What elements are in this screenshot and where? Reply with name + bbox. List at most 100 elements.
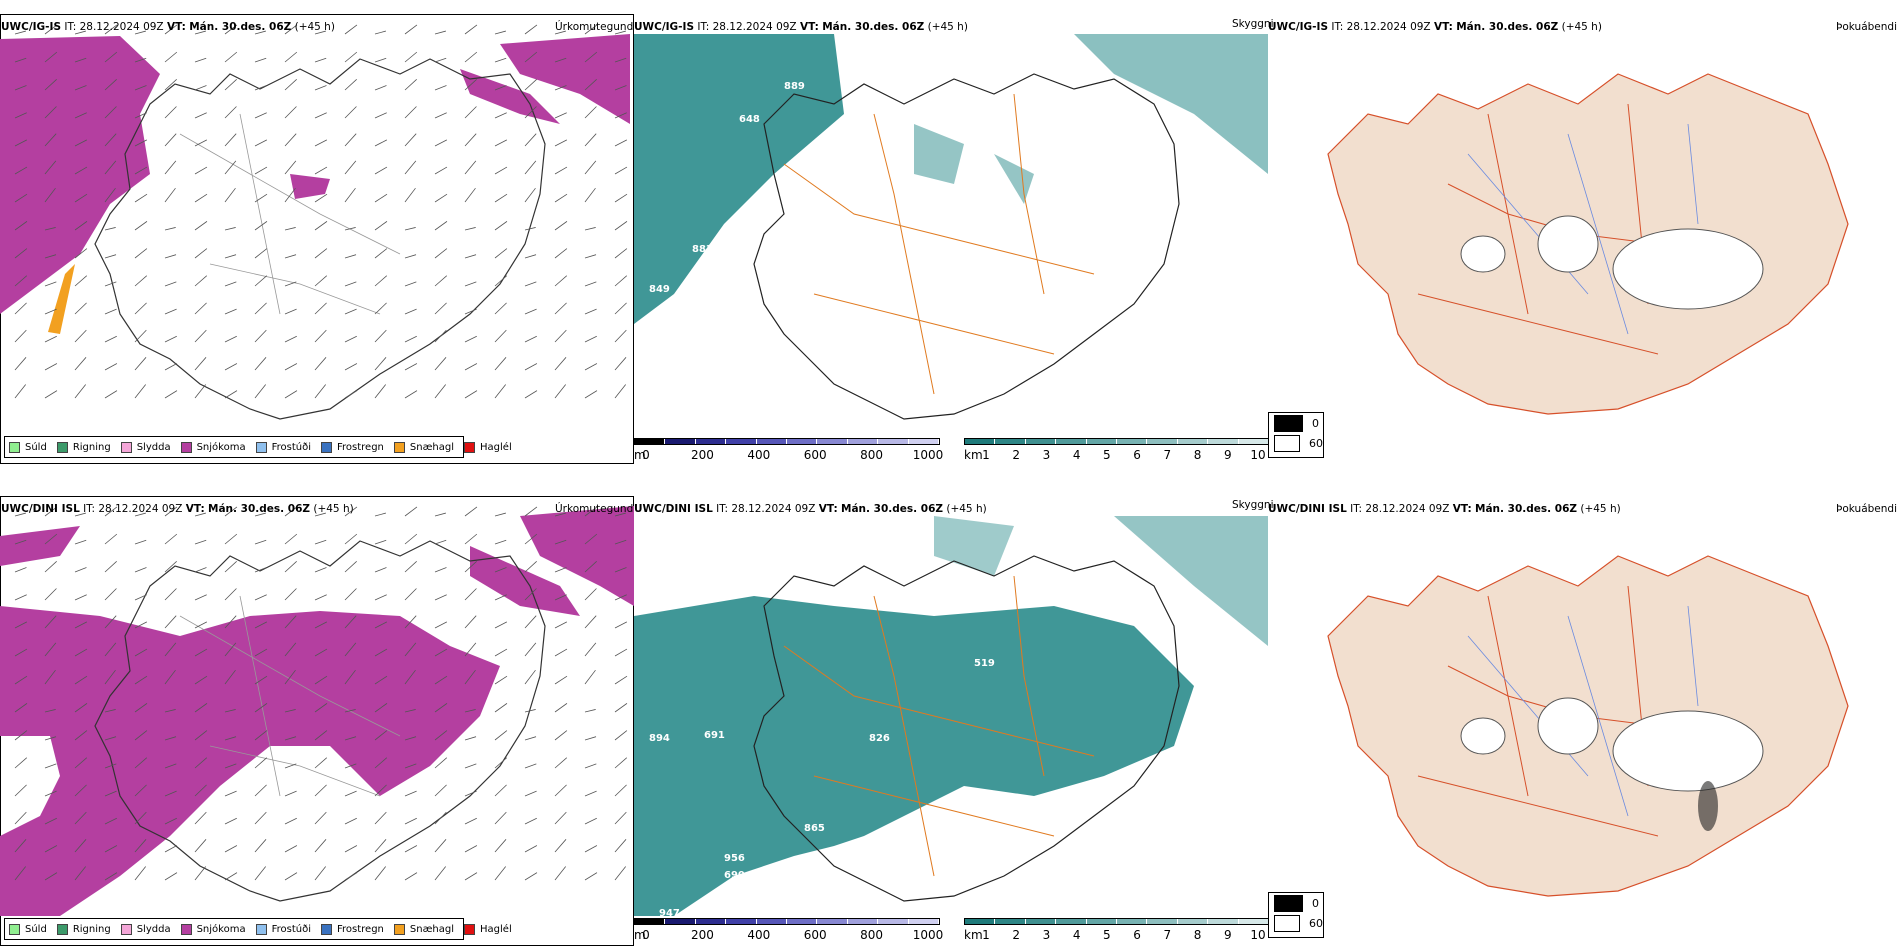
colorbar-tick: 1 — [982, 928, 990, 942]
wind-barb — [554, 539, 567, 545]
wind-barb — [344, 227, 356, 231]
wind-barb — [344, 363, 358, 371]
wind-barb — [224, 51, 238, 63]
wind-barb — [614, 784, 627, 797]
wind-barb — [554, 329, 567, 343]
wind-barb — [374, 30, 386, 35]
wind-barb — [314, 594, 327, 601]
wind-barb — [404, 790, 417, 797]
iceland-outline — [753, 73, 1180, 420]
wind-barb — [614, 193, 628, 203]
wind-barb — [494, 866, 507, 881]
wind-barb — [584, 817, 597, 825]
wind-barb — [44, 763, 57, 769]
wind-barb — [164, 51, 178, 63]
colorbar-step — [1238, 919, 1270, 924]
colorbar-step — [1238, 439, 1270, 444]
colorbar-step — [1208, 439, 1239, 444]
wind-barb — [254, 357, 267, 371]
wind-barb — [584, 24, 598, 35]
legend-label: Snæhagl — [409, 923, 455, 935]
legend-swatch — [321, 923, 332, 935]
wind-barb — [44, 561, 57, 573]
colorbar-tick: 10 — [1250, 928, 1266, 942]
wind-barb — [164, 561, 177, 573]
colorbar-tick: 10 — [1250, 448, 1266, 462]
colorbar-step — [995, 919, 1026, 924]
wind-barb — [404, 533, 418, 545]
ceiling-value-label: 971 — [659, 308, 680, 319]
wind-barb — [404, 254, 417, 259]
wind-barb — [224, 845, 238, 853]
legend-item-4: Frostúði — [255, 441, 311, 453]
wind-barb — [464, 187, 476, 203]
wind-barb — [134, 621, 148, 629]
wind-barb — [284, 281, 297, 287]
title-precip-bottom: Úrkomutegund — [555, 503, 634, 515]
wind-barb — [254, 30, 266, 35]
wind-barb — [74, 621, 88, 629]
wind-barb — [254, 594, 267, 601]
fog-panel-bottom — [1268, 516, 1900, 936]
wind-barb — [614, 57, 627, 63]
wind-barb — [134, 384, 147, 399]
wind-barb — [134, 30, 146, 35]
ceiling-value-label: 690 — [724, 870, 745, 881]
legend-item-2: Slydda — [120, 923, 171, 935]
wind-barb — [74, 384, 87, 399]
wind-barb — [44, 187, 56, 203]
colorbar-step — [878, 919, 909, 924]
wind-barb — [554, 193, 568, 203]
legend-swatch — [180, 923, 192, 935]
wind-barb — [44, 281, 57, 287]
wind-barb — [464, 763, 477, 769]
wind-barb — [284, 872, 298, 881]
title-ceiling-top: Skyggni — [1232, 18, 1274, 30]
wind-barb — [434, 30, 446, 35]
wind-barb — [374, 512, 386, 517]
colorbar-tick: 0 — [642, 928, 650, 942]
colorbar-step — [847, 919, 879, 924]
wind-barb — [74, 730, 88, 741]
wind-barb — [344, 506, 358, 517]
wind-barb — [584, 390, 598, 399]
legend-label: Slydda — [136, 441, 171, 453]
title-ceiling-bottom: Skyggni — [1232, 499, 1274, 511]
wind-barb — [284, 363, 298, 371]
wind-barb — [164, 845, 178, 853]
wind-barb — [284, 790, 297, 797]
legend-item-5: Frostregn — [321, 441, 384, 453]
wind-barb — [44, 533, 58, 545]
wind-barb — [164, 736, 177, 741]
wind-barb — [404, 79, 417, 91]
wind-barb — [554, 357, 567, 371]
wind-barb — [224, 588, 237, 601]
colorbar-step — [1056, 919, 1087, 924]
colorbar-step — [1086, 919, 1118, 924]
wind-barb — [194, 166, 208, 175]
wind-barb — [134, 85, 147, 91]
fog-map-bottom — [1327, 555, 1849, 897]
title-fog-top: Þokuábendi — [1836, 21, 1897, 33]
wind-barb — [134, 594, 147, 601]
wind-barb — [494, 329, 507, 343]
wind-barb — [224, 533, 238, 545]
wind-barb — [614, 675, 628, 685]
wind-barb — [164, 187, 176, 203]
wind-barb — [314, 221, 328, 231]
wind-barb — [524, 187, 536, 203]
wind-barb — [194, 811, 207, 825]
wind-barb — [224, 335, 237, 343]
wind-barb — [374, 730, 388, 741]
wind-barb — [134, 302, 147, 315]
wind-barb — [494, 193, 508, 203]
legend-label: Frostúði — [271, 441, 311, 453]
colorbar-step — [965, 919, 996, 924]
wind-barb — [134, 139, 148, 147]
wind-barb — [164, 106, 177, 119]
precip-map-top — [0, 24, 630, 420]
wind-barb — [434, 757, 448, 769]
wind-barb — [314, 357, 327, 371]
wind-barb — [194, 30, 206, 35]
ceiling-map-top: 889 648 849 971 883 827 — [634, 34, 1268, 420]
